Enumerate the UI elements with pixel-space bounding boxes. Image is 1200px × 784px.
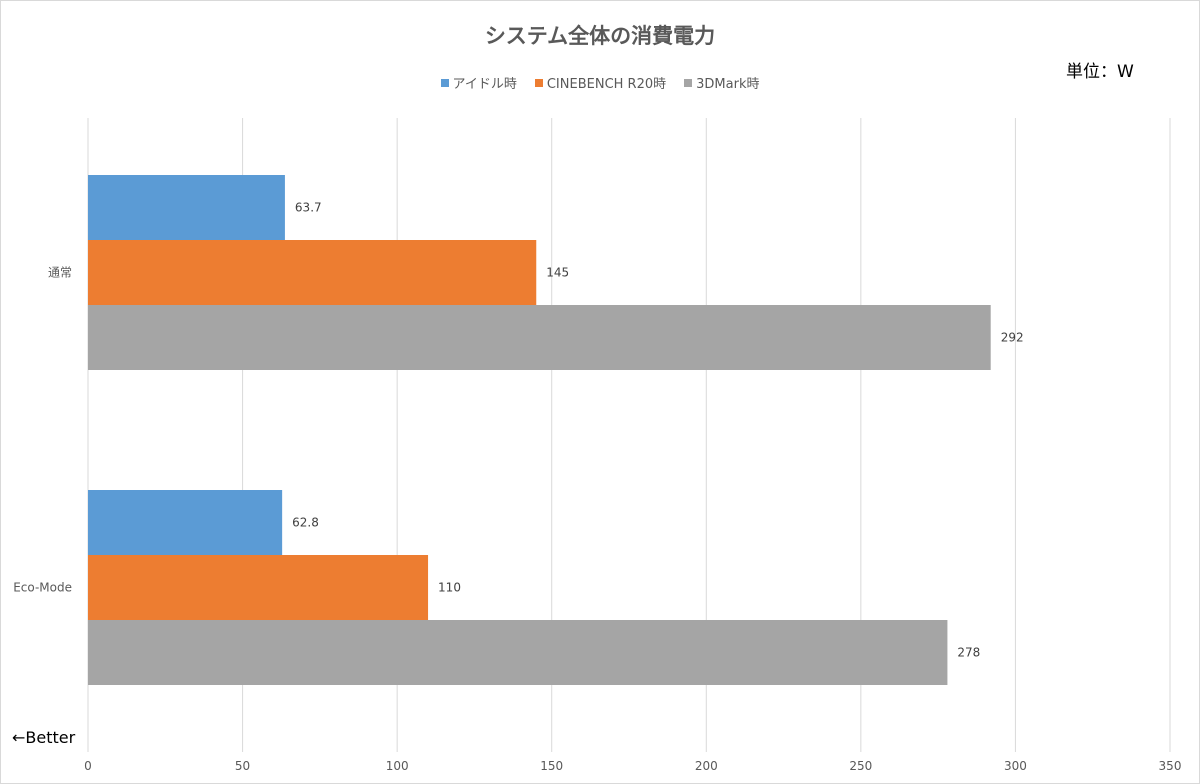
- legend-entry-idle: アイドル時: [440, 73, 517, 92]
- category-label-1: Eco-Mode: [13, 581, 72, 595]
- legend-label-cinebench: CINEBENCH R20時: [546, 77, 667, 92]
- data-label-1-0: 145: [546, 266, 569, 280]
- x-tick-label-50: 50: [235, 759, 250, 773]
- data-label-2-1: 278: [957, 646, 980, 660]
- data-label-1-1: 110: [438, 581, 461, 595]
- bar-1-0: [88, 240, 537, 305]
- legend-label-3dmark: 3DMark時: [696, 77, 760, 92]
- unit-label: 単位：W: [1066, 62, 1134, 82]
- data-label-0-1: 62.8: [292, 516, 319, 530]
- category-label-0: 通常: [48, 266, 72, 280]
- x-tick-label-300: 300: [1004, 759, 1027, 773]
- x-tick-label-150: 150: [540, 759, 563, 773]
- legend-swatch-idle: [440, 78, 449, 87]
- bar-0-0: [88, 175, 285, 240]
- legend: アイドル時 CINEBENCH R20時 3DMark時: [0, 73, 1200, 92]
- better-annotation: ←Better: [12, 728, 76, 747]
- bar-0-1: [88, 490, 283, 555]
- legend-entry-cinebench: CINEBENCH R20時: [534, 73, 667, 92]
- legend-swatch-cinebench: [534, 78, 543, 87]
- bar-1-1: [88, 555, 429, 620]
- chart-title: システム全体の消費電力: [484, 24, 716, 48]
- data-label-0-0: 63.7: [295, 201, 322, 215]
- bar-2-0: [88, 305, 991, 370]
- legend-swatch-3dmark: [684, 78, 693, 87]
- x-tick-label-100: 100: [386, 759, 409, 773]
- x-tick-label-0: 0: [84, 759, 92, 773]
- legend-entry-3dmark: 3DMark時: [684, 73, 759, 92]
- x-tick-label-250: 250: [849, 759, 872, 773]
- bar-2-1: [88, 620, 948, 685]
- x-tick-label-350: 350: [1159, 759, 1182, 773]
- legend-label-idle: アイドル時: [452, 77, 517, 92]
- data-label-2-0: 292: [1001, 331, 1024, 345]
- x-tick-label-200: 200: [695, 759, 718, 773]
